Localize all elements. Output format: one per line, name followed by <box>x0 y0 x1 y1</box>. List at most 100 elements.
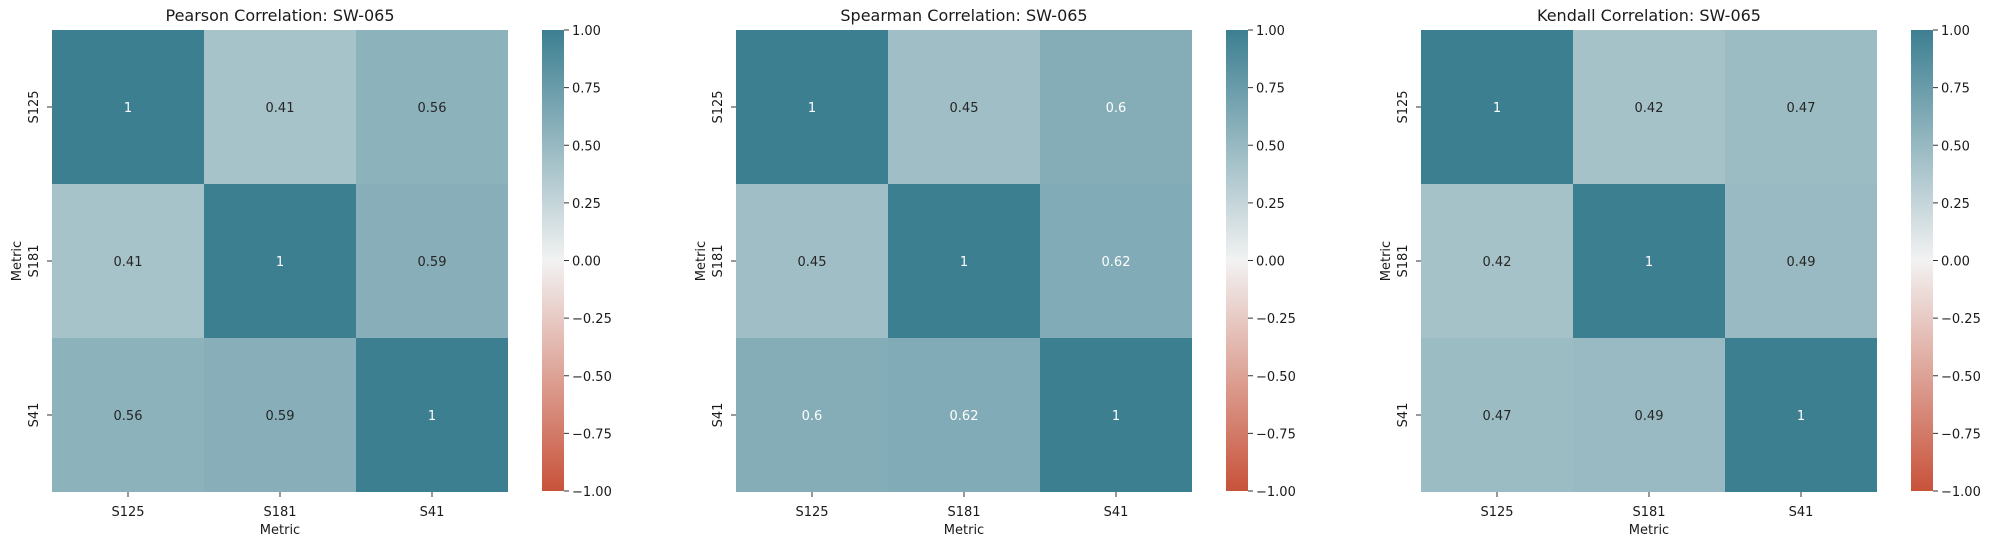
heatmap-cell <box>204 184 356 338</box>
cell-value-label: 1 <box>960 255 968 270</box>
y-tick-label: S41 <box>1396 403 1411 428</box>
colorbar-tick-label: −0.25 <box>1941 312 1981 327</box>
cell-value-label: 0.59 <box>418 255 447 270</box>
cell-value-label: 1 <box>276 255 284 270</box>
cell-value-label: 0.47 <box>1483 409 1512 424</box>
cell-value-label: 0.59 <box>266 409 295 424</box>
x-axis-label: Metric <box>260 523 300 538</box>
cell-value-label: 1 <box>1797 409 1805 424</box>
colorbar-tick-label: 0.25 <box>572 197 601 212</box>
x-tick-label: S41 <box>1104 505 1129 520</box>
colorbar-tick-label: 0.75 <box>1941 82 1970 97</box>
x-axis-label: Metric <box>944 523 984 538</box>
colorbar-tick-label: −0.75 <box>1941 427 1981 442</box>
colorbar <box>1911 30 1933 491</box>
y-axis-label: Metric <box>10 241 25 281</box>
heatmap-cell <box>736 30 888 184</box>
colorbar-tick-label: 1.00 <box>1256 24 1285 39</box>
cell-value-label: 0.45 <box>798 255 827 270</box>
chart-title: Spearman Correlation: SW-065 <box>840 6 1087 25</box>
colorbar <box>1226 30 1248 491</box>
x-axis-label: Metric <box>1629 523 1669 538</box>
chart-title: Kendall Correlation: SW-065 <box>1537 6 1761 25</box>
colorbar-tick-label: −1.00 <box>572 485 612 500</box>
colorbar-tick-label: 0.50 <box>572 139 601 154</box>
heatmap-cell <box>356 184 508 338</box>
cell-value-label: 0.49 <box>1635 409 1664 424</box>
heatmap-cell <box>1040 30 1192 184</box>
heatmap-cell <box>1421 30 1573 184</box>
heatmap-cell <box>1725 184 1877 338</box>
colorbar-tick-label: −1.00 <box>1256 485 1296 500</box>
x-tick-label: S181 <box>263 505 296 520</box>
colorbar-tick-label: 0.00 <box>572 255 601 270</box>
heatmap-panel-3: Kendall Correlation: SW-065 1 0.42 0.47 0.42… <box>1379 6 1981 538</box>
cell-value-label: 1 <box>124 101 132 116</box>
heatmap-cell <box>1421 338 1573 492</box>
cell-value-label: 1 <box>1112 409 1120 424</box>
colorbar-tick-label: 0.50 <box>1256 139 1285 154</box>
heatmap-panel-1: Pearson Correlation: SW-065 1 0.41 0.56 0.41… <box>10 6 612 538</box>
colorbar-tick-label: 1.00 <box>1941 24 1970 39</box>
x-tick-label: S181 <box>1632 505 1665 520</box>
colorbar-tick-label: 0.25 <box>1941 197 1970 212</box>
heatmap-cell <box>52 338 204 492</box>
colorbar-tick-label: 0.50 <box>1941 139 1970 154</box>
heatmap-cell <box>736 184 888 338</box>
x-tick-label: S181 <box>947 505 980 520</box>
y-tick-label: S41 <box>27 403 42 428</box>
x-tick-label: S125 <box>1480 505 1513 520</box>
y-tick-label: S125 <box>27 90 42 123</box>
cell-value-label: 0.42 <box>1483 255 1512 270</box>
y-axis-label: Metric <box>1379 241 1394 281</box>
chart-title: Pearson Correlation: SW-065 <box>166 6 395 25</box>
colorbar-tick-label: −1.00 <box>1941 485 1981 500</box>
heatmap-cell <box>204 338 356 492</box>
heatmap-cell <box>1040 338 1192 492</box>
cell-value-label: 0.56 <box>114 409 143 424</box>
cell-value-label: 1 <box>428 409 436 424</box>
heatmap-cell <box>1573 184 1725 338</box>
y-tick-label: S41 <box>711 403 726 428</box>
cell-value-label: 0.6 <box>802 409 823 424</box>
heatmap-cell <box>356 30 508 184</box>
y-tick-label: S181 <box>1396 244 1411 277</box>
cell-value-label: 0.41 <box>114 255 143 270</box>
colorbar-tick-label: 0.25 <box>1256 197 1285 212</box>
colorbar-tick-label: 1.00 <box>572 24 601 39</box>
heatmap-panel-2: Spearman Correlation: SW-065 1 0.45 0.6 0.45… <box>694 6 1296 538</box>
cell-value-label: 0.49 <box>1787 255 1816 270</box>
x-tick-label: S41 <box>1789 505 1814 520</box>
heatmap-cell <box>888 184 1040 338</box>
heatmap-cell <box>1421 184 1573 338</box>
heatmap-cell <box>1725 338 1877 492</box>
colorbar-tick-label: 0.75 <box>572 82 601 97</box>
cell-value-label: 0.62 <box>1102 255 1131 270</box>
y-tick-label: S125 <box>1396 90 1411 123</box>
heatmap-cell <box>204 30 356 184</box>
colorbar-tick-label: −0.75 <box>1256 427 1296 442</box>
y-tick-label: S181 <box>711 244 726 277</box>
colorbar-tick-label: −0.75 <box>572 427 612 442</box>
cell-value-label: 0.41 <box>266 101 295 116</box>
y-tick-label: S181 <box>27 244 42 277</box>
heatmap-cell <box>888 338 1040 492</box>
cell-value-label: 1 <box>808 101 816 116</box>
heatmap-cell <box>356 338 508 492</box>
x-tick-label: S125 <box>795 505 828 520</box>
cell-value-label: 1 <box>1493 101 1501 116</box>
heatmap-cell <box>1040 184 1192 338</box>
y-axis-label: Metric <box>694 241 709 281</box>
y-tick-label: S125 <box>711 90 726 123</box>
heatmap-cell <box>888 30 1040 184</box>
colorbar-tick-label: 0.00 <box>1941 255 1970 270</box>
cell-value-label: 0.6 <box>1106 101 1127 116</box>
heatmap-cell <box>1573 338 1725 492</box>
colorbar-tick-label: −0.25 <box>572 312 612 327</box>
x-tick-label: S125 <box>111 505 144 520</box>
cell-value-label: 0.62 <box>950 409 979 424</box>
x-tick-label: S41 <box>420 505 445 520</box>
colorbar-tick-label: 0.00 <box>1256 255 1285 270</box>
